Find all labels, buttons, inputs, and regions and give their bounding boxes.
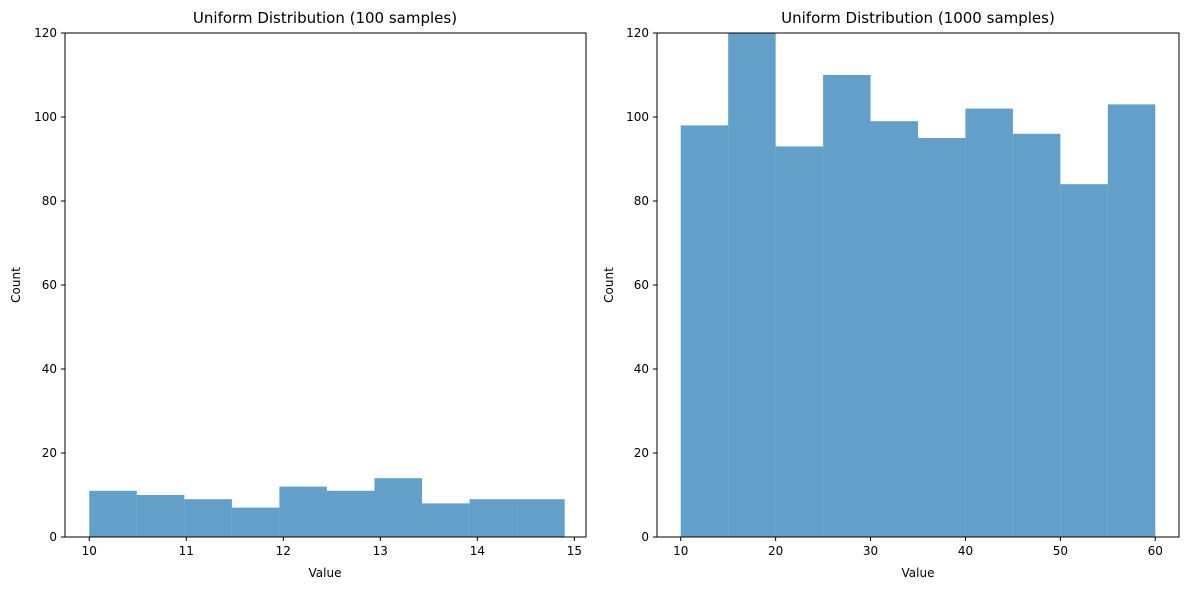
histogram-bar [422,503,470,537]
x-tick-label: 20 [768,544,783,558]
x-tick-label: 30 [863,544,878,558]
histogram-bar [231,507,280,537]
x-axis-label: Value [902,566,935,580]
y-tick-label: 60 [42,278,57,292]
y-axis-label: Count [602,267,616,303]
y-axis-label: Count [9,267,23,303]
x-tick-label: 10 [673,544,688,558]
y-tick-label: 120 [626,26,649,40]
y-axis-ticks: 0 20 40 60 80 100 120 [34,26,65,544]
y-tick-label: 80 [42,194,57,208]
histogram-bar [1107,104,1156,538]
x-tick-label: 13 [373,544,388,558]
y-tick-label: 80 [634,194,649,208]
y-axis-ticks: 0 20 40 60 80 100 120 [626,26,657,544]
axes-frame [64,32,587,538]
x-tick-label: 11 [179,544,194,558]
y-tick-label: 0 [641,530,649,544]
histogram-bar [870,121,918,537]
x-tick-label: 50 [1053,544,1068,558]
y-tick-label: 40 [634,362,649,376]
bars [680,33,1156,538]
x-axis-ticks: 10 20 30 40 50 60 [673,537,1163,558]
y-tick-label: 20 [42,446,57,460]
y-tick-label: 20 [634,446,649,460]
histogram-panel-100-samples: Uniform Distribution (100 samples) 10 11 1… [9,9,587,580]
y-tick-label: 100 [626,110,649,124]
histogram-panel-1000-samples: Uniform Distribution (1000 samples) 10 20… [602,9,1180,580]
y-tick-label: 0 [49,530,57,544]
histogram-bar [279,486,327,537]
histogram-bar [517,499,565,537]
y-tick-label: 40 [42,362,57,376]
chart-title: Uniform Distribution (100 samples) [193,9,457,27]
histogram-bar [823,75,871,537]
x-tick-label: 15 [567,544,582,558]
y-tick-label: 60 [634,278,649,292]
histogram-bar [918,138,966,537]
x-axis-ticks: 10 11 12 13 14 15 [82,537,582,558]
x-axis-label: Value [309,566,342,580]
histogram-bar [136,495,185,537]
histogram-bar [184,499,232,537]
bars [89,478,565,537]
x-tick-label: 14 [470,544,485,558]
x-tick-label: 10 [82,544,97,558]
histogram-bar [374,478,423,537]
y-tick-label: 100 [34,110,57,124]
histogram-bar [469,499,518,537]
x-tick-label: 40 [958,544,973,558]
x-tick-label: 60 [1148,544,1163,558]
histogram-bar [775,146,824,537]
histogram-bar [728,33,776,537]
histogram-bar [1060,184,1108,537]
histogram-bar [326,490,375,537]
histogram-bar [1012,133,1061,538]
chart-title: Uniform Distribution (1000 samples) [781,9,1055,27]
histogram-bar [89,490,137,537]
histogram-bar [680,125,729,538]
y-tick-label: 120 [34,26,57,40]
histogram-bar [965,108,1013,537]
x-tick-label: 12 [276,544,291,558]
